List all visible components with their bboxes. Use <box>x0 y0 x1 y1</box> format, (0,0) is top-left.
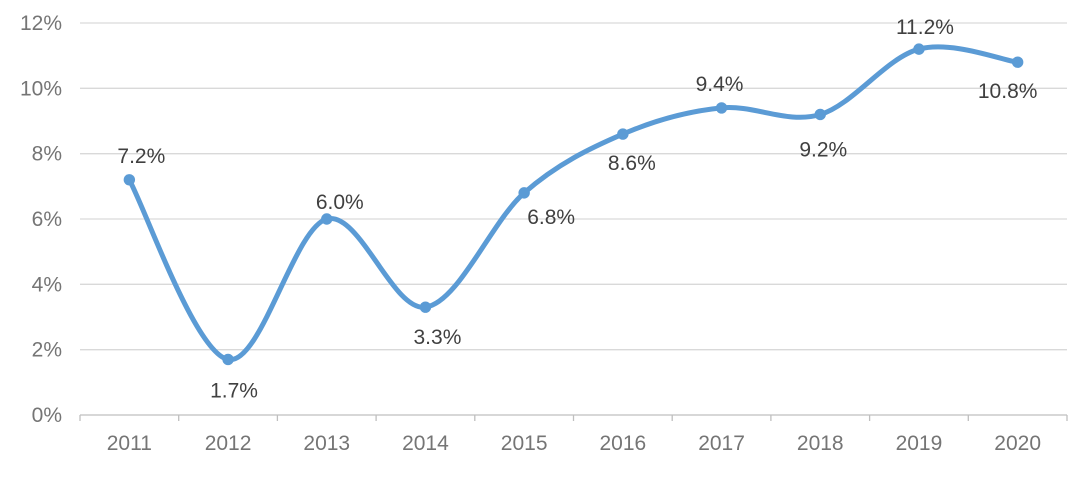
x-axis-label: 2019 <box>896 432 943 455</box>
data-point-label: 11.2% <box>896 16 954 39</box>
x-axis-label: 2013 <box>303 432 350 455</box>
data-point-marker <box>913 43 925 55</box>
x-axis-label: 2014 <box>402 432 449 455</box>
data-point-label: 1.7% <box>210 379 258 402</box>
y-axis-label: 2% <box>32 339 62 362</box>
data-point-label: 6.0% <box>316 191 364 214</box>
data-point-label: 7.2% <box>117 145 165 168</box>
y-axis-label: 6% <box>32 208 62 231</box>
data-point-marker <box>617 128 629 140</box>
y-axis-label: 10% <box>20 77 62 100</box>
data-point-label: 6.8% <box>527 206 575 229</box>
data-point-label: 9.4% <box>696 73 744 96</box>
y-axis-label: 4% <box>32 273 62 296</box>
x-axis-label: 2011 <box>107 432 152 455</box>
data-point-marker <box>419 301 432 313</box>
data-point-label: 9.2% <box>799 138 847 161</box>
data-point-label: 8.6% <box>608 152 656 175</box>
data-point-marker <box>715 102 728 114</box>
x-axis-label: 2012 <box>205 432 252 455</box>
data-point-marker <box>321 213 333 225</box>
x-axis-label: 2015 <box>501 432 548 455</box>
y-axis-label: 0% <box>32 404 62 427</box>
data-point-marker <box>222 353 234 366</box>
x-axis-label: 2017 <box>698 432 745 455</box>
data-point-marker <box>123 174 136 186</box>
y-axis-label: 12% <box>20 12 62 35</box>
series-line <box>126 44 1021 363</box>
x-axis-label: 2018 <box>797 432 844 455</box>
data-point-marker <box>1011 56 1024 68</box>
data-point-label: 3.3% <box>414 326 462 349</box>
y-axis-label: 8% <box>32 143 62 166</box>
data-point-marker <box>814 108 826 121</box>
x-axis-label: 2020 <box>994 432 1041 455</box>
data-point-marker <box>518 187 530 199</box>
x-axis-label: 2016 <box>599 432 646 455</box>
data-point-label: 10.8% <box>978 80 1038 103</box>
